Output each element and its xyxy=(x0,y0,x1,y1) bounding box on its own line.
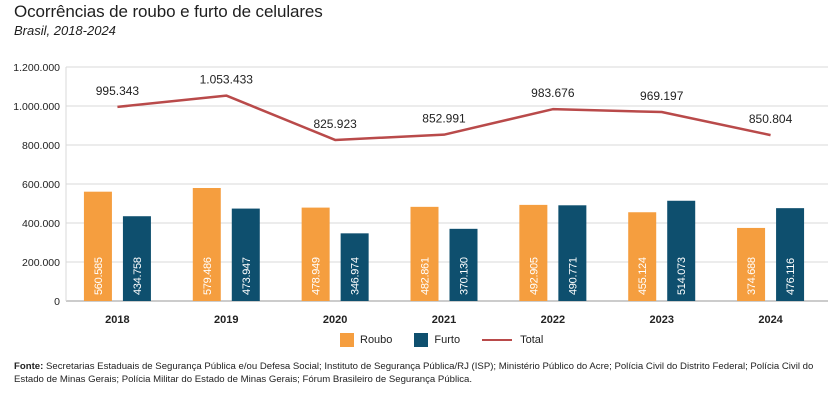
data-label-furto: 490.771 xyxy=(567,257,579,295)
y-axis: 0 200.000 400.000 600.000 800.000 1.000.000 1.… xyxy=(13,62,60,308)
bar-furto xyxy=(776,208,805,301)
legend: Roubo Furto Total xyxy=(340,333,565,347)
bars: 560.585 434.758 579.486 473.947 478.949 346.9… xyxy=(83,188,805,301)
legend-item-total: Total xyxy=(482,334,543,346)
chart: 0 200.000 400.000 600.000 800.000 1.000.000 1.… xyxy=(13,62,828,326)
data-label-roubo: 455.124 xyxy=(637,257,649,295)
data-label-roubo: 478.949 xyxy=(311,257,323,295)
grid xyxy=(65,66,828,302)
chart-subtitle: Brasil, 2018-2024 xyxy=(14,23,116,38)
data-label-furto: 370.130 xyxy=(459,257,471,295)
y-tick-label: 0 xyxy=(54,296,60,308)
x-tick-label: 2021 xyxy=(432,314,456,326)
y-tick-label: 800.000 xyxy=(22,140,60,152)
data-label-total: 983.676 xyxy=(531,86,575,100)
y-tick-label: 400.000 xyxy=(22,218,60,230)
bar-roubo xyxy=(192,188,221,301)
data-label-total: 850.804 xyxy=(749,112,793,126)
chart-title: Ocorrências de roubo e furto de celulare… xyxy=(14,2,323,21)
bar-furto xyxy=(667,200,696,301)
y-tick-label: 1.200.000 xyxy=(13,62,60,74)
legend-item-furto: Furto xyxy=(414,333,460,347)
bar-roubo xyxy=(519,204,548,301)
bar-furto xyxy=(231,208,260,301)
x-tick-label: 2019 xyxy=(214,314,238,326)
x-tick-label: 2023 xyxy=(649,314,673,326)
legend-label-total: Total xyxy=(520,334,544,346)
line-total xyxy=(117,94,771,142)
y-tick-label: 600.000 xyxy=(22,179,60,191)
legend-label-roubo: Roubo xyxy=(360,334,393,346)
data-label-furto: 434.758 xyxy=(132,257,144,295)
bar-roubo xyxy=(301,207,330,301)
legend-label-furto: Furto xyxy=(434,334,461,346)
bar-roubo xyxy=(83,191,112,301)
data-label-total: 825.923 xyxy=(313,117,357,131)
data-label-roubo: 560.585 xyxy=(93,257,105,295)
data-label-furto: 476.116 xyxy=(785,258,797,295)
data-label-total: 1.053.433 xyxy=(200,73,254,87)
legend-swatch-furto xyxy=(414,333,429,347)
data-label-roubo: 492.905 xyxy=(528,257,540,295)
x-axis: 2018 2019 2020 2021 2022 2023 2024 xyxy=(105,314,783,326)
bar-furto xyxy=(122,216,151,301)
total-line: 995.343 1.053.433 825.923 852.991 983.676 969… xyxy=(96,73,793,142)
bar-roubo xyxy=(737,227,766,301)
footnote-label: Fonte: xyxy=(14,361,44,372)
x-tick-label: 2020 xyxy=(323,314,347,326)
bar-roubo xyxy=(410,206,439,301)
footnote: Fonte: Secretarias Estaduais de Seguranç… xyxy=(14,360,826,386)
data-label-roubo: 482.861 xyxy=(420,257,432,295)
data-label-total: 995.343 xyxy=(96,84,140,98)
data-label-furto: 473.947 xyxy=(241,257,253,295)
legend-item-roubo: Roubo xyxy=(340,333,392,347)
data-label-roubo: 374.688 xyxy=(746,257,758,295)
legend-swatch-roubo xyxy=(340,333,354,347)
bar-furto xyxy=(340,233,369,301)
data-label-total: 852.991 xyxy=(422,112,466,126)
data-label-furto: 514.073 xyxy=(676,257,688,295)
bar-roubo xyxy=(628,212,657,301)
data-label-furto: 346.974 xyxy=(350,257,362,295)
y-tick-label: 1.000.000 xyxy=(13,101,60,113)
bar-furto xyxy=(558,205,587,301)
data-label-total: 969.197 xyxy=(640,89,684,103)
y-tick-label: 200.000 xyxy=(22,257,60,269)
footnote-text: Secretarias Estaduais de Segurança Públi… xyxy=(14,361,814,385)
x-tick-label: 2018 xyxy=(105,314,129,326)
bar-furto xyxy=(449,228,478,301)
data-label-roubo: 579.486 xyxy=(202,257,214,295)
legend-line-total xyxy=(482,339,513,341)
x-tick-label: 2022 xyxy=(541,314,565,326)
x-tick-label: 2024 xyxy=(758,314,783,326)
